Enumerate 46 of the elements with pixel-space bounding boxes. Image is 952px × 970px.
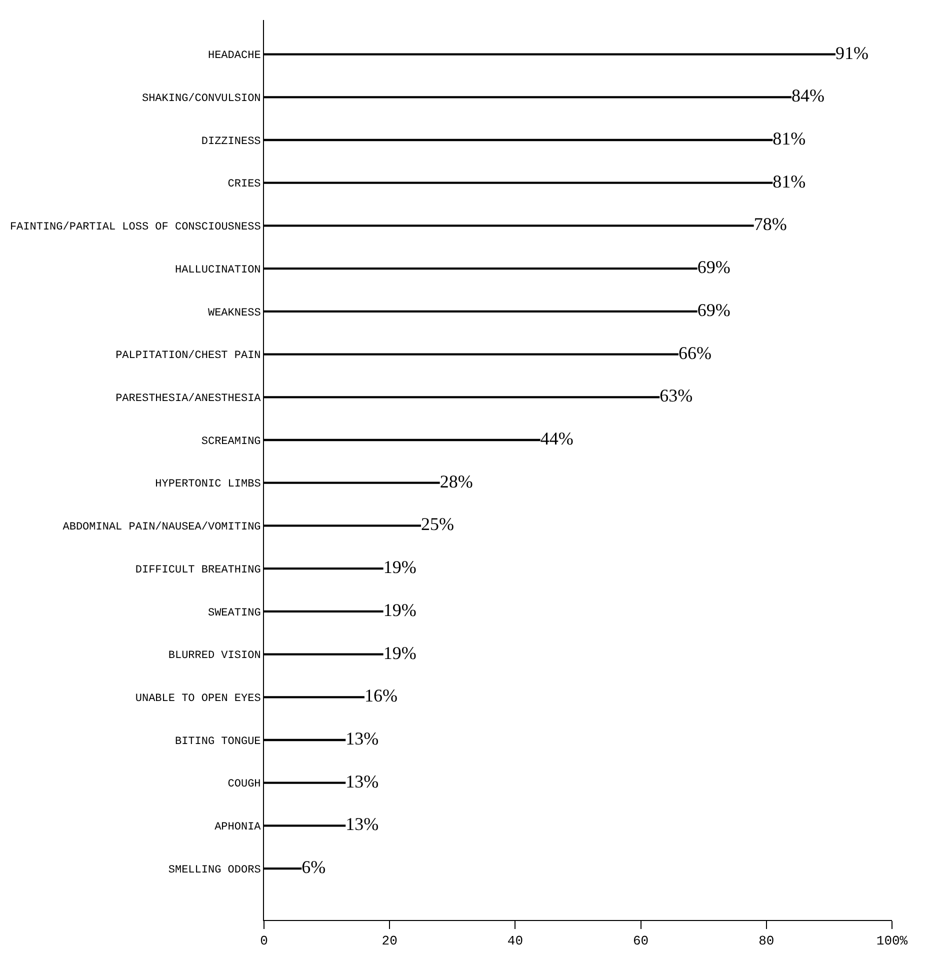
y-tick-label: SCREAMING: [201, 436, 261, 448]
x-tick-label: 60: [632, 934, 649, 949]
y-tick-label: HEADACHE: [208, 50, 262, 62]
y-tick-label: APHONIA: [214, 822, 262, 834]
y-tick-label: DIZZINESS: [201, 136, 262, 148]
x-tick-label: 80: [758, 934, 774, 949]
y-tick-label: FAINTING/PARTIAL LOSS OF CONSCIOUSNESS: [10, 222, 262, 234]
y-tick-label: PALPITATION/CHEST PAIN: [116, 350, 261, 362]
y-tick-label: SWEATING: [208, 607, 261, 620]
data-label: 13%: [346, 814, 379, 834]
y-tick-label: COUGH: [228, 778, 261, 791]
x-tick-label: 20: [382, 934, 398, 949]
data-label: 19%: [383, 600, 416, 620]
data-label: 69%: [697, 300, 730, 320]
data-label: 6%: [302, 857, 326, 878]
data-label: 19%: [383, 642, 416, 663]
data-label: 13%: [346, 771, 379, 792]
data-label: 69%: [697, 257, 730, 278]
x-tick-label: 0: [260, 934, 268, 949]
x-tick-label: 100%: [876, 934, 908, 949]
data-label: 66%: [678, 342, 712, 363]
y-tick-label: CRIES: [228, 178, 262, 191]
y-tick-label: PARESTHESIA/ANESTHESIA: [116, 392, 262, 405]
data-label: 81%: [772, 128, 806, 148]
y-tick-label: BITING TONGUE: [174, 736, 262, 748]
data-label: 44%: [540, 428, 574, 448]
y-tick-label: ABDOMINAL PAIN/NAUSEA/VOMITING: [62, 522, 261, 534]
y-tick-label: WEAKNESS: [208, 307, 262, 320]
y-tick-label: UNABLE TO OPEN EYES: [135, 692, 262, 705]
data-label: 63%: [660, 386, 693, 406]
data-label: 81%: [772, 171, 806, 192]
data-label: 84%: [792, 86, 825, 106]
y-tick-label: DIFFICULT BREATHING: [135, 564, 261, 576]
y-tick-label: HALLUCINATION: [174, 264, 261, 276]
y-tick-label: SMELLING ODORS: [168, 864, 262, 876]
data-label: 13%: [346, 728, 379, 748]
y-tick-label: HYPERTONIC LIMBS: [155, 478, 262, 491]
data-label: 28%: [440, 471, 473, 492]
data-label: 91%: [835, 42, 868, 63]
data-label: 78%: [754, 214, 787, 234]
data-label: 16%: [364, 686, 398, 706]
y-tick-label: SHAKING/CONVULSION: [142, 92, 261, 105]
y-tick-label: BLURRED VISION: [168, 650, 261, 662]
x-tick-label: 40: [507, 934, 524, 949]
data-label: 25%: [421, 514, 454, 534]
data-label: 19%: [383, 557, 416, 578]
